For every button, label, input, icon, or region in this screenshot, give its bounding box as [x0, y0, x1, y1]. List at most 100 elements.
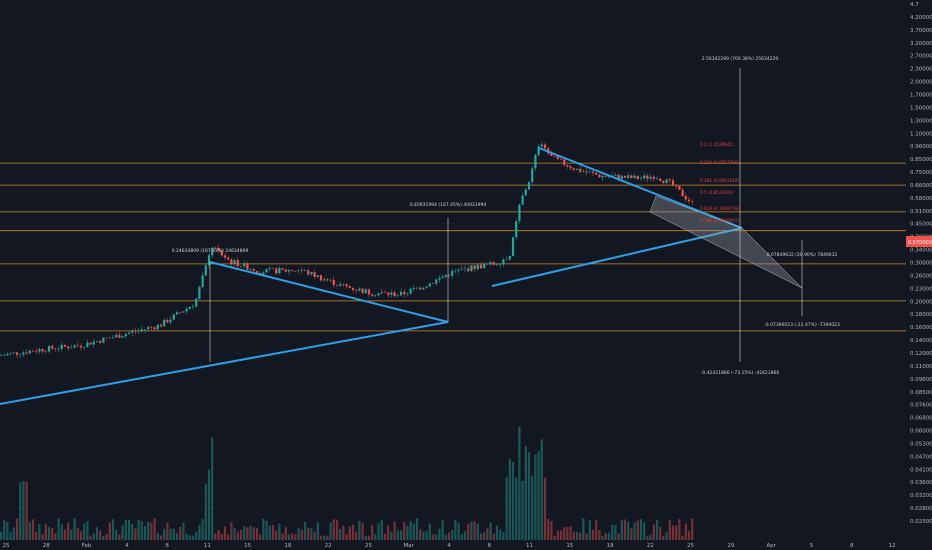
- candle-body: [457, 269, 460, 271]
- volume-bar: [447, 532, 451, 540]
- volume-bar: [25, 481, 28, 540]
- volume-bar: [249, 525, 252, 540]
- time-tick-label: 4: [447, 543, 451, 549]
- candle-body: [515, 221, 518, 238]
- price-tick-label: 0.2300000: [910, 286, 932, 292]
- volume-bar: [323, 535, 326, 540]
- candle-body: [601, 175, 604, 178]
- volume-bar: [367, 535, 371, 540]
- candle-body: [636, 175, 639, 179]
- volume-bar: [409, 521, 412, 540]
- candle-body: [569, 166, 572, 169]
- volume-bar: [553, 535, 556, 540]
- price-tick-label: 0.5800000: [910, 196, 932, 202]
- volume-bar: [665, 532, 668, 540]
- candle-body: [675, 185, 678, 187]
- volume-bar: [470, 521, 473, 540]
- candle-body: [489, 262, 492, 265]
- volume-bar: [403, 522, 406, 540]
- volume-bar: [67, 522, 70, 540]
- candle-body: [534, 155, 537, 169]
- volume-bar: [687, 531, 691, 540]
- candle-body: [182, 311, 185, 313]
- time-tick-label: 4: [125, 543, 129, 549]
- candle-body: [243, 263, 246, 267]
- volume-bar: [246, 527, 249, 540]
- candle-body: [207, 255, 211, 266]
- candle-body: [364, 289, 367, 294]
- volume-bar: [534, 454, 537, 540]
- volume-bar: [179, 526, 182, 540]
- volume-bar: [153, 518, 156, 540]
- volume-bar: [611, 524, 614, 540]
- volume-bar: [233, 528, 236, 540]
- candle-body: [31, 350, 35, 352]
- volume-bar: [227, 534, 230, 540]
- volume-bar: [476, 523, 479, 540]
- candle-body: [259, 272, 262, 275]
- candle-body: [633, 175, 636, 178]
- volume-bar: [598, 530, 601, 540]
- volume-bar: [195, 531, 198, 540]
- volume-bar: [252, 527, 255, 540]
- volume-bar: [457, 522, 460, 540]
- volume-bar: [537, 451, 540, 540]
- price-tick-label: 0.0530000: [910, 441, 932, 447]
- volume-bar: [463, 531, 467, 540]
- candle-body: [659, 178, 662, 181]
- volume-bar: [143, 526, 147, 540]
- candle-body: [684, 196, 687, 200]
- volume-bar: [140, 521, 143, 540]
- price-axis[interactable]: 4.7 4.2000000 3.7000000 3.2000000 2.7000000 2…: [910, 2, 932, 525]
- candle-body: [390, 292, 393, 295]
- ascending-trendline-2: [491, 227, 743, 287]
- candle-body: [297, 270, 300, 272]
- volume-bar: [259, 534, 262, 540]
- volume-bar: [255, 527, 259, 540]
- volume-bar: [361, 522, 364, 540]
- candle-body: [655, 178, 659, 180]
- candle-body: [191, 306, 195, 308]
- candle-body: [630, 175, 633, 178]
- candle-body: [0, 355, 3, 356]
- measure-label: 0.24634809 (167.43%) 24634809: [172, 248, 249, 254]
- volume-bar: [83, 523, 86, 540]
- volume-bar: [508, 458, 511, 540]
- volume-bar: [300, 529, 303, 540]
- candle-body: [300, 270, 303, 272]
- candle-body: [511, 237, 515, 257]
- candle-body: [627, 175, 630, 178]
- volume-bar: [102, 535, 105, 540]
- volume-bar: [511, 462, 515, 540]
- volume-bar: [396, 530, 399, 540]
- volume-bar: [182, 522, 185, 540]
- candle-body: [335, 285, 339, 286]
- volume-bar: [51, 528, 54, 540]
- candle-body: [140, 329, 143, 331]
- candle-body: [428, 283, 431, 287]
- volume-bar: [582, 518, 585, 540]
- ascending-trendline-1: [0, 321, 449, 405]
- candle-body: [63, 344, 67, 347]
- volume-bar: [467, 524, 470, 540]
- candle-body: [585, 171, 588, 173]
- price-tick-label: 0.1600000: [910, 325, 932, 331]
- volume-bar: [284, 527, 287, 540]
- candle-body: [255, 270, 259, 273]
- volume-bars: [0, 426, 694, 540]
- candle-body: [204, 265, 207, 276]
- candle-body: [57, 348, 60, 350]
- time-axis[interactable]: 25 28 Feb 4 8 11 15 18 22 25 Mar 4 8 11 15 18 22 25 29 Apr 5…: [3, 543, 896, 549]
- volume-bar: [326, 535, 329, 540]
- volume-bar: [460, 534, 463, 540]
- volume-bar: [348, 526, 351, 540]
- candle-body: [252, 269, 255, 271]
- price-tick-label: 0.3400000: [910, 248, 932, 254]
- candle-body: [44, 351, 47, 353]
- time-tick-label: Mar: [404, 543, 415, 549]
- volume-bar: [371, 525, 374, 540]
- fibonacci-label: 0.5 (0.8523493): [700, 190, 734, 195]
- volume-bar: [351, 524, 355, 540]
- volume-bar: [425, 531, 428, 540]
